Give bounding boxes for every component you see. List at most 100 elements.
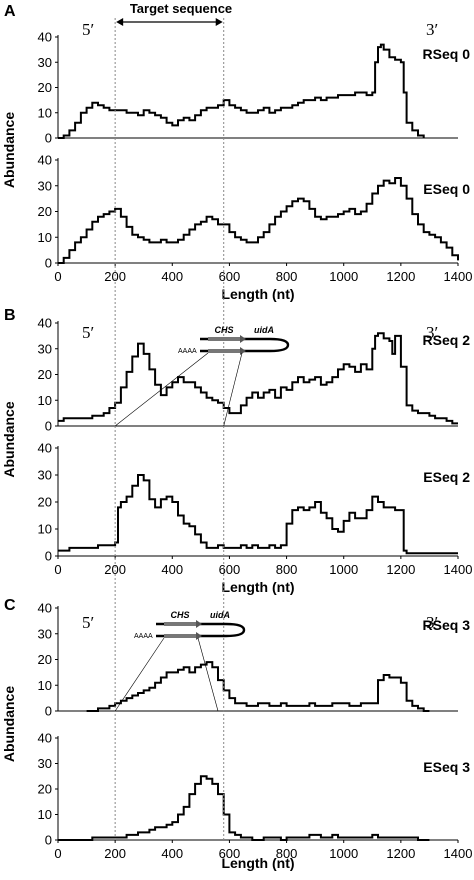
series-line xyxy=(58,177,459,264)
y-tick-label: 10 xyxy=(38,393,52,408)
three-prime-label: 3′ xyxy=(426,20,438,39)
y-axis-title: Abundance xyxy=(1,112,17,188)
series-line xyxy=(58,474,458,555)
y-tick-label: 20 xyxy=(38,367,52,382)
series-label: RSeq 2 xyxy=(423,332,471,348)
panel-letter: C xyxy=(4,597,16,614)
hairpin-construct-c: AAAA CHS uidA xyxy=(114,610,246,712)
series-line xyxy=(58,775,430,841)
x-tick-label: 0 xyxy=(54,846,61,861)
x-tick-label: 1400 xyxy=(444,269,473,284)
y-tick-label: 20 xyxy=(38,495,52,510)
x-tick-label: 800 xyxy=(276,846,298,861)
y-tick-label: 20 xyxy=(38,204,52,219)
panel-letter: B xyxy=(4,307,16,324)
x-tick-label: 600 xyxy=(219,562,241,577)
x-tick-label: 600 xyxy=(219,846,241,861)
target-arrow-right-head xyxy=(215,18,223,26)
panel-a: A 5′ 3′ Length (nt) Abundance xyxy=(1,3,438,302)
x-tick-label: 600 xyxy=(219,269,241,284)
five-prime-label: 5′ xyxy=(82,20,94,39)
y-tick-label: 30 xyxy=(38,468,52,483)
five-prime-label: 5′ xyxy=(82,613,94,632)
y-tick-label: 30 xyxy=(38,341,52,356)
x-axis-title: Length (nt) xyxy=(221,855,294,871)
x-tick-label: 1200 xyxy=(386,269,415,284)
y-tick-label: 40 xyxy=(38,316,52,331)
x-tick-label: 1000 xyxy=(329,562,358,577)
panel-c: C 5′ 3′ Length (nt) Abundance xyxy=(1,597,438,871)
y-tick-label: 30 xyxy=(38,626,52,641)
five-prime-label: 5′ xyxy=(82,323,94,342)
y-tick-label: 0 xyxy=(45,549,52,564)
x-tick-label: 400 xyxy=(161,846,183,861)
chs-arrow-head xyxy=(240,347,246,355)
chs-label: CHS xyxy=(214,325,233,335)
y-tick-label: 40 xyxy=(38,30,52,45)
panel-b: B 5′ 3′ Length (nt) Abundance xyxy=(1,307,438,595)
y-tick-label: 10 xyxy=(38,230,52,245)
x-tick-label: 1000 xyxy=(329,269,358,284)
uida-label: uidA xyxy=(210,610,230,620)
y-tick-label: 40 xyxy=(38,731,52,746)
y-tick-label: 0 xyxy=(45,704,52,719)
x-tick-label: 200 xyxy=(104,562,126,577)
y-tick-label: 30 xyxy=(38,178,52,193)
uida-label: uidA xyxy=(254,325,274,335)
chs-arrow-head xyxy=(196,620,202,628)
series-line xyxy=(86,661,430,712)
series-label: ESeq 3 xyxy=(423,759,470,775)
x-tick-label: 400 xyxy=(161,269,183,284)
y-tick-label: 40 xyxy=(38,601,52,616)
x-tick-label: 200 xyxy=(104,269,126,284)
y-tick-label: 0 xyxy=(45,419,52,434)
y-axis-title: Abundance xyxy=(1,686,17,762)
projection-line xyxy=(114,352,209,427)
target-arrow-left-head xyxy=(116,18,124,26)
series-line xyxy=(58,43,425,139)
series-label: RSeq 0 xyxy=(423,46,471,62)
y-tick-label: 30 xyxy=(38,756,52,771)
y-tick-label: 20 xyxy=(38,80,52,95)
hairpin-construct-b: AAAA CHS uidA xyxy=(114,325,290,427)
hairpin-loop xyxy=(200,337,290,353)
target-sequence-label: Target sequence xyxy=(130,1,232,16)
x-tick-label: 0 xyxy=(54,562,61,577)
chs-label: CHS xyxy=(170,610,189,620)
x-tick-label: 1000 xyxy=(329,846,358,861)
y-tick-label: 10 xyxy=(38,678,52,693)
projection-line xyxy=(197,637,219,712)
x-tick-label: 800 xyxy=(276,562,298,577)
x-tick-label: 1400 xyxy=(444,562,473,577)
polya-label: AAAA xyxy=(178,348,197,355)
subplot-rseq-0: 0 10 20 30 40 RSeq 0 xyxy=(38,30,471,146)
x-tick-label: 1200 xyxy=(386,562,415,577)
x-tick-label: 1200 xyxy=(386,846,415,861)
x-tick-label: 0 xyxy=(54,269,61,284)
target-sequence-marker: Target sequence xyxy=(116,1,232,26)
series-label: ESeq 0 xyxy=(423,181,470,197)
three-prime-label: 3′ xyxy=(426,613,438,632)
subplot-rseq-2: 0 10 20 30 40 RSeq 2 xyxy=(38,316,471,434)
y-tick-label: 0 xyxy=(45,833,52,848)
three-prime-label: 3′ xyxy=(426,323,438,342)
x-tick-label: 800 xyxy=(276,269,298,284)
y-axis-title: Abundance xyxy=(1,401,17,477)
projection-line xyxy=(114,637,165,712)
x-axis-title: Length (nt) xyxy=(221,286,294,302)
y-tick-label: 40 xyxy=(38,441,52,456)
polya-label: AAAA xyxy=(134,633,153,640)
hairpin-loop xyxy=(156,622,246,638)
chs-arrow-head xyxy=(196,632,202,640)
y-tick-label: 40 xyxy=(38,153,52,168)
x-tick-label: 200 xyxy=(104,846,126,861)
x-tick-label: 1400 xyxy=(444,846,473,861)
x-axis-title: Length (nt) xyxy=(221,579,294,595)
subplot-rseq-3: 0 10 20 30 40 RSeq 3 xyxy=(38,601,471,719)
y-tick-label: 10 xyxy=(38,807,52,822)
y-tick-label: 20 xyxy=(38,782,52,797)
y-tick-label: 0 xyxy=(45,256,52,271)
